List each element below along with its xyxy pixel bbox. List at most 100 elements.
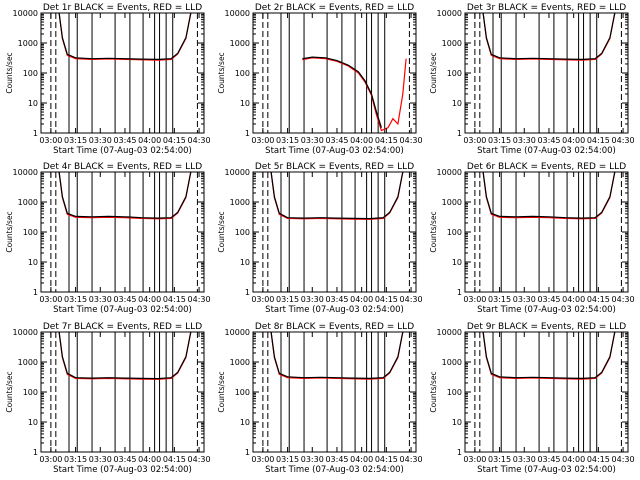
x-tick-label: 03:15 <box>276 295 299 304</box>
x-tick-label: 04:00 <box>350 455 373 464</box>
x-axis-label: Start Time (07-Aug-03 02:54:00) <box>265 305 404 315</box>
y-tick-label: 1 <box>457 129 462 138</box>
plot-frame <box>464 171 629 293</box>
y-tick-label: 1 <box>33 288 38 297</box>
y-axis-label: Counts/sec <box>5 52 14 93</box>
x-tick-label: 03:15 <box>488 136 511 145</box>
x-tick-label: 03:15 <box>488 455 511 464</box>
series-line-events <box>58 172 192 219</box>
detector-panel-7: Det 7r BLACK = Events, RED = LLD 1 10 100 10… <box>5 322 211 475</box>
series-line-events <box>58 13 192 61</box>
x-tick-label: 04:30 <box>400 136 423 145</box>
x-tick-label: 03:00 <box>463 455 486 464</box>
x-tick-label: 03:00 <box>39 295 62 304</box>
x-tick-label: 04:00 <box>562 455 585 464</box>
plot-frame <box>252 331 417 453</box>
y-tick-label: 100 <box>23 228 38 237</box>
x-tick-label: 03:30 <box>89 455 112 464</box>
x-tick-label: 03:00 <box>251 136 274 145</box>
x-tick-label: 04:30 <box>188 136 211 145</box>
x-tick-label: 04:00 <box>562 295 585 304</box>
y-tick-label: 100 <box>23 69 38 78</box>
series-line-events <box>302 56 382 128</box>
detector-panel-9: Det 9r BLACK = Events, RED = LLD 1 10 100 10… <box>429 322 635 475</box>
panel-title: Det 3r BLACK = Events, RED = LLD <box>467 3 626 13</box>
x-tick-label: 03:30 <box>301 136 324 145</box>
y-tick-label: 10 <box>28 418 38 427</box>
detector-panel-5: Det 5r BLACK = Events, RED = LLD 1 10 100 10… <box>217 162 423 315</box>
y-axis-label: Counts/sec <box>5 371 14 412</box>
panel-title: Det 6r BLACK = Events, RED = LLD <box>467 162 626 172</box>
detector-panel-8: Det 8r BLACK = Events, RED = LLD 1 10 100 10… <box>217 322 423 475</box>
x-axis-label: Start Time (07-Aug-03 02:54:00) <box>477 465 616 475</box>
series-line-lld <box>270 172 404 220</box>
x-tick-label: 03:30 <box>513 455 536 464</box>
x-tick-label: 03:15 <box>488 295 511 304</box>
x-axis-label: Start Time (07-Aug-03 02:54:00) <box>265 465 404 475</box>
x-tick-label: 04:30 <box>400 295 423 304</box>
x-tick-label: 04:00 <box>350 136 373 145</box>
x-tick-label: 03:45 <box>113 455 136 464</box>
detector-panel-1: Det 1r BLACK = Events, RED = LLD 1 10 100 10… <box>5 3 211 156</box>
x-tick-label: 03:30 <box>89 295 112 304</box>
x-axis-label: Start Time (07-Aug-03 02:54:00) <box>53 305 192 315</box>
series-line-events <box>58 332 192 380</box>
x-tick-label: 03:00 <box>39 136 62 145</box>
x-tick-label: 04:00 <box>350 295 373 304</box>
series-line-lld <box>58 172 192 220</box>
x-axis-label: Start Time (07-Aug-03 02:54:00) <box>265 146 404 156</box>
y-tick-label: 1 <box>33 448 38 457</box>
y-tick-label: 10 <box>452 258 462 267</box>
panel-title: Det 1r BLACK = Events, RED = LLD <box>43 3 202 13</box>
y-axis-label: Counts/sec <box>429 52 438 93</box>
y-axis-label: Counts/sec <box>217 211 226 252</box>
panel-title: Det 7r BLACK = Events, RED = LLD <box>43 322 202 332</box>
plot-area <box>474 172 622 292</box>
y-tick-label: 100 <box>235 69 250 78</box>
x-tick-label: 04:15 <box>375 455 398 464</box>
plot-frame <box>252 12 417 134</box>
y-tick-label: 10 <box>28 99 38 108</box>
x-tick-label: 04:30 <box>188 295 211 304</box>
detector-panel-2: Det 2r BLACK = Events, RED = LLD 1 10 100 10… <box>217 3 423 156</box>
x-tick-label: 03:15 <box>276 136 299 145</box>
x-tick-label: 03:00 <box>463 136 486 145</box>
x-tick-label: 04:30 <box>400 455 423 464</box>
y-axis-label: Counts/sec <box>217 52 226 93</box>
y-tick-label: 10000 <box>13 9 38 18</box>
x-tick-label: 04:15 <box>587 455 610 464</box>
y-tick-label: 10000 <box>437 168 462 177</box>
y-tick-label: 10000 <box>225 168 250 177</box>
x-tick-label: 04:15 <box>163 295 186 304</box>
panel-title: Det 4r BLACK = Events, RED = LLD <box>43 162 202 172</box>
plot-frame <box>40 12 205 134</box>
x-tick-label: 03:15 <box>64 295 87 304</box>
y-axis-label: Counts/sec <box>5 211 14 252</box>
x-tick-label: 03:45 <box>325 136 348 145</box>
y-tick-label: 1 <box>33 129 38 138</box>
x-tick-label: 03:45 <box>537 455 560 464</box>
y-tick-label: 10000 <box>437 9 462 18</box>
series-line-lld <box>482 172 616 220</box>
x-tick-label: 04:15 <box>375 136 398 145</box>
panel-title: Det 5r BLACK = Events, RED = LLD <box>255 162 414 172</box>
y-tick-label: 10 <box>452 418 462 427</box>
x-axis-label: Start Time (07-Aug-03 02:54:00) <box>53 146 192 156</box>
plot-area <box>262 172 410 292</box>
y-tick-label: 10 <box>28 258 38 267</box>
plot-frame <box>40 331 205 453</box>
series-line-lld <box>58 332 192 380</box>
y-tick-label: 1000 <box>442 358 462 367</box>
panel-title: Det 2r BLACK = Events, RED = LLD <box>255 3 414 13</box>
x-tick-label: 04:00 <box>138 455 161 464</box>
x-tick-label: 04:30 <box>612 295 635 304</box>
x-tick-label: 03:30 <box>89 136 112 145</box>
x-tick-label: 03:45 <box>537 295 560 304</box>
plot-area <box>262 332 410 452</box>
x-tick-label: 03:15 <box>64 455 87 464</box>
series-line-lld <box>270 332 404 380</box>
detector-panel-6: Det 6r BLACK = Events, RED = LLD 1 10 100 10… <box>429 162 635 315</box>
x-tick-label: 03:15 <box>276 455 299 464</box>
series-line-events <box>270 332 404 380</box>
